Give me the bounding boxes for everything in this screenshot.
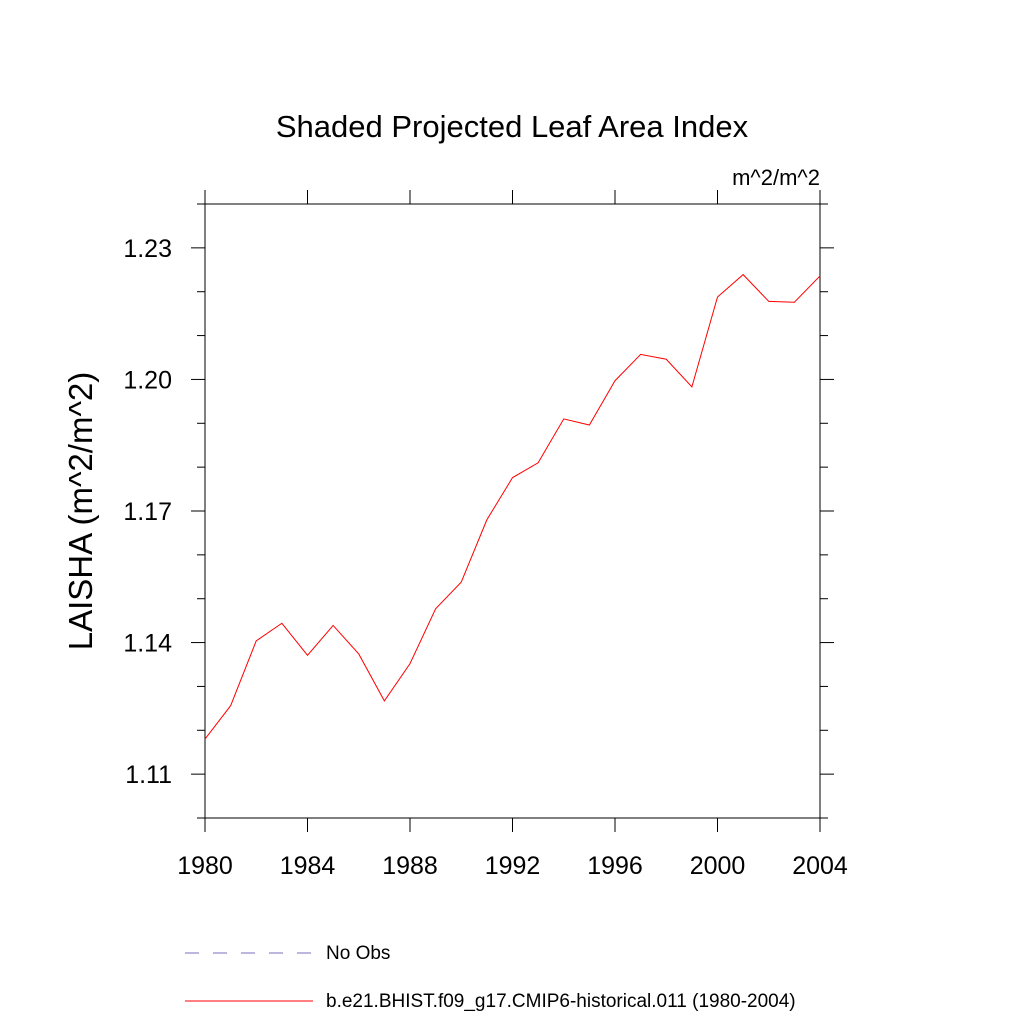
x-tick-label-1992: 1992 [485,852,541,880]
x-tick-label-1984: 1984 [280,852,336,880]
y-tick-label-0: 1.11 [125,761,172,789]
y-axis: 1.11 1.14 1.17 1.20 1.23 [123,203,834,819]
y-axis-label: LAISHA (m^2/m^2) [62,372,99,651]
y-tick-label-2: 1.17 [123,498,172,526]
chart-title: Shaded Projected Leaf Area Index [276,109,749,144]
x-tick-label-1996: 1996 [587,852,643,880]
y-tick-label-1: 1.14 [123,630,172,658]
y-tick-label-4: 1.23 [123,235,172,263]
series-layer [204,273,821,740]
series-line-0 [204,273,821,740]
x-tick-label-2004: 2004 [792,852,848,880]
x-tick-label-1980: 1980 [177,852,233,880]
x-axis: 1980 1984 1988 1992 1996 2000 2004 [177,190,848,880]
x-tick-label-1988: 1988 [382,852,438,880]
legend-label-no-obs: No Obs [326,943,390,964]
plot-frame [204,203,821,819]
legend-label-model: b.e21.BHIST.f09_g17.CMIP6-historical.011… [326,991,796,1012]
units-label: m^2/m^2 [732,165,820,190]
legend: No Obs b.e21.BHIST.f09_g17.CMIP6-histori… [185,943,796,1012]
y-tick-label-3: 1.20 [123,366,172,394]
x-tick-label-2000: 2000 [690,852,746,880]
